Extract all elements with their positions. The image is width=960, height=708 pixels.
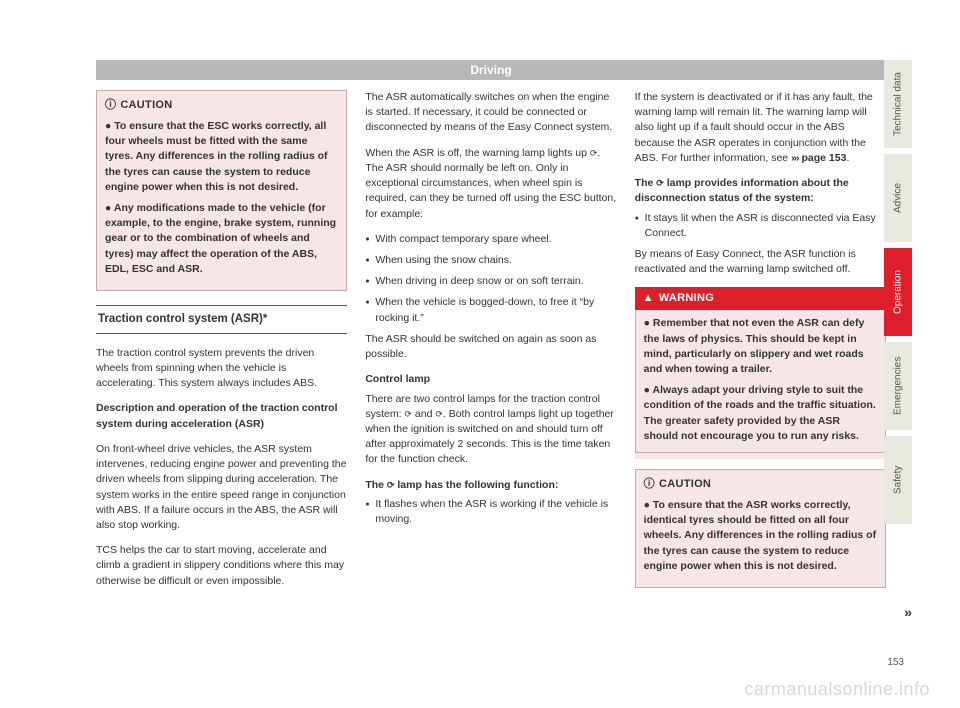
body-text: There are two control lamps for the trac… <box>365 392 616 468</box>
subheading: Description and operation of the tractio… <box>96 401 347 431</box>
body-text: The traction control system prevents the… <box>96 346 347 392</box>
text-fragment: and <box>412 408 435 420</box>
caution-title: ⓘ CAUTION <box>644 477 877 493</box>
bullet-list: With compact temporary spare wheel. When… <box>365 232 616 326</box>
body-text: If the system is deactivated or if it ha… <box>635 90 886 166</box>
tab-technical-data[interactable]: Technical data <box>884 60 912 148</box>
body-text: The ASR should be switched on again as s… <box>365 332 616 362</box>
text-fragment: The <box>635 177 657 189</box>
column-3: If the system is deactivated or if it ha… <box>635 90 886 599</box>
text-fragment: lamp provides information about the disc… <box>635 177 849 204</box>
column-2: The ASR automatically switches on when t… <box>365 90 616 599</box>
tab-safety[interactable]: Safety <box>884 436 912 524</box>
body-text: The ASR automatically switches on when t… <box>365 90 616 136</box>
warning-text: ● Always adapt your driving style to sui… <box>644 383 877 444</box>
continue-arrow-icon: » <box>904 604 910 620</box>
list-item: When the vehicle is bogged-down, to free… <box>365 295 616 325</box>
caution-box: ⓘ CAUTION ● To ensure that the ESC works … <box>96 90 347 291</box>
page-number: 153 <box>887 657 904 668</box>
body-text: On front-wheel drive vehicles, the ASR s… <box>96 442 347 533</box>
bullet-list: It stays lit when the ASR is disconnecte… <box>635 211 886 241</box>
page-ref-chevrons: ››› <box>791 152 799 164</box>
warning-label: WARNING <box>659 292 714 304</box>
body-text: TCS helps the car to start moving, accel… <box>96 543 347 589</box>
subheading: The ⟳ lamp has the following function: <box>365 478 616 493</box>
text-fragment: When the ASR is off, the warning lamp li… <box>365 147 590 159</box>
caution-text: ● To ensure that the ESC works correctly… <box>105 119 338 195</box>
bullet-list: It flashes when the ASR is working if th… <box>365 497 616 527</box>
list-item: With compact temporary spare wheel. <box>365 232 616 247</box>
list-item: It flashes when the ASR is working if th… <box>365 497 616 527</box>
tab-advice[interactable]: Advice <box>884 154 912 242</box>
asr-off-lamp-icon: ⟳ <box>656 178 664 188</box>
warning-box: ▲ WARNING ● Remember that not even the AS… <box>635 287 886 459</box>
subheading: The ⟳ lamp provides information about th… <box>635 176 886 206</box>
body-text: By means of Easy Connect, the ASR functi… <box>635 247 886 277</box>
warning-icon: ▲ <box>643 292 654 304</box>
info-icon: ⓘ <box>105 99 116 111</box>
text-fragment: . <box>846 152 849 164</box>
watermark: carmanualsonline.info <box>744 679 930 700</box>
subheading: Control lamp <box>365 372 616 387</box>
caution-title: ⓘ CAUTION <box>105 98 338 114</box>
tab-emergencies[interactable]: Emergencies <box>884 342 912 430</box>
tab-operation[interactable]: Operation <box>884 248 912 336</box>
column-1: ⓘ CAUTION ● To ensure that the ESC works … <box>96 90 347 599</box>
warning-body: ● Remember that not even the ASR can def… <box>635 310 886 453</box>
side-tab-nav: Technical data Advice Operation Emergenc… <box>884 60 912 530</box>
page-ref: page 153 <box>799 152 847 164</box>
caution-box: ⓘ CAUTION ● To ensure that the ASR works … <box>635 469 886 588</box>
list-item: When driving in deep snow or on soft ter… <box>365 274 616 289</box>
caution-text: ● To ensure that the ASR works correctly… <box>644 498 877 574</box>
asr-off-lamp-icon: ⟳ <box>435 409 443 419</box>
content-columns: ⓘ CAUTION ● To ensure that the ESC works … <box>96 90 886 599</box>
section-header: Driving <box>96 60 886 80</box>
info-icon: ⓘ <box>644 478 655 490</box>
manual-page: Driving ⓘ CAUTION ● To ensure that the ES… <box>96 60 886 660</box>
section-title: Traction control system (ASR)* <box>96 305 347 334</box>
asr-lamp-icon: ⟳ <box>404 409 412 419</box>
list-item: It stays lit when the ASR is disconnecte… <box>635 211 886 241</box>
warning-text: ● Remember that not even the ASR can def… <box>644 316 877 377</box>
body-text: When the ASR is off, the warning lamp li… <box>365 146 616 222</box>
caution-label: CAUTION <box>120 99 172 111</box>
text-fragment: lamp has the following function: <box>394 479 558 491</box>
list-item: When using the snow chains. <box>365 253 616 268</box>
warning-header: ▲ WARNING <box>635 287 886 310</box>
text-fragment: The <box>365 479 387 491</box>
caution-text: ● Any modifications made to the vehicle … <box>105 201 338 277</box>
caution-label: CAUTION <box>659 478 711 490</box>
